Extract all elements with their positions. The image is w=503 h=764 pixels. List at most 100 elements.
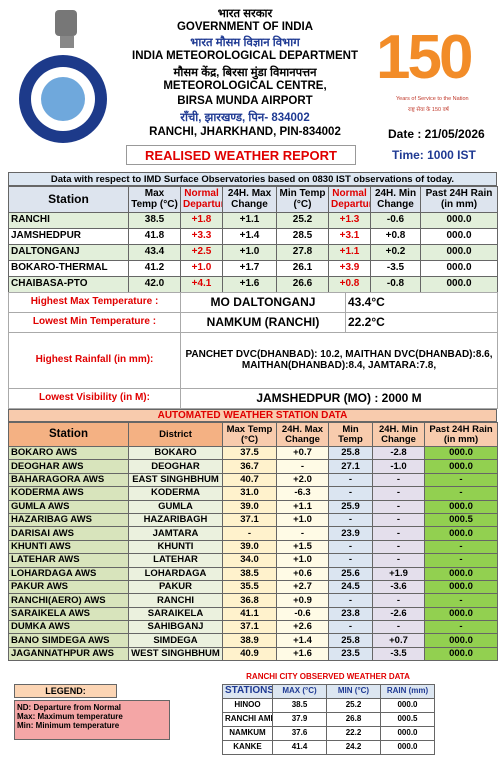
cell: -	[328, 539, 373, 555]
column-header: STATIONS	[222, 684, 273, 699]
cell: +4.1	[180, 276, 223, 293]
cell: +0.8	[328, 276, 371, 293]
summary-value: NAMKUM (RANCHI)	[180, 312, 346, 333]
cell: 000.0	[424, 445, 498, 461]
hindi-address: राँची, झारखण्ड, पिन- 834002	[180, 112, 310, 124]
row: LOHARDAGA AWS LOHARDAGA 38.5 +0.6 25.6 +1.9 00…	[8, 566, 498, 581]
cell: 25.2	[276, 212, 329, 229]
cell: 000.0	[424, 633, 498, 648]
city-table: STATIONS MAX (°C) MIN (°C) RAIN (mm) HINOO 38…	[222, 684, 435, 755]
cell: PAKUR	[128, 579, 223, 595]
gov: GOVERNMENT OF INDIA	[176, 21, 314, 33]
cell: SARAIKELA AWS	[8, 606, 129, 622]
column-header: Min Temp	[328, 422, 373, 447]
cell: 36.8	[222, 593, 277, 608]
city-title: RANCHI CITY OBSERVED WEATHER DATA	[246, 672, 410, 681]
summary-label: Lowest Min Temperature :	[8, 312, 181, 333]
cell: JAMSHEDPUR	[8, 228, 129, 245]
cell: KANKE	[222, 740, 273, 755]
cell: EAST SINGHBHUM	[128, 472, 223, 488]
aws-table: Station District Max Temp (°C) 24H. Max Cha…	[8, 422, 498, 662]
cell: 000.0	[420, 228, 498, 245]
cell: LOHARDAGA	[128, 566, 223, 581]
cell: 000.0	[424, 499, 498, 514]
cell: 000.0	[380, 740, 435, 755]
column-header: 24H. Max Change	[222, 186, 277, 213]
cell: 24.2	[326, 740, 381, 755]
cell: 25.8	[328, 445, 373, 461]
cell: 000.0	[424, 606, 498, 622]
cell: 31.0	[222, 486, 277, 501]
airport: BIRSA MUNDA AIRPORT	[177, 95, 313, 107]
cell: GUMLA	[128, 499, 223, 514]
cell: 000.0	[424, 566, 498, 581]
cell: 000.0	[424, 579, 498, 595]
emblem	[55, 10, 77, 36]
column-header: Station	[8, 186, 129, 213]
cell: 26.6	[276, 276, 329, 293]
cell: +1.6	[276, 646, 329, 662]
logo-hindi-tagline: राष्ट्र सेवा के 150 वर्ष	[408, 107, 449, 113]
cell: DEOGHAR AWS	[8, 459, 129, 474]
column-header: Max Temp (°C)	[128, 186, 181, 213]
row: KHUNTI AWS KHUNTI 39.0 +1.5- - -	[8, 539, 498, 555]
cell: -3.6	[372, 579, 425, 595]
cell: -	[372, 593, 425, 608]
cell: -	[328, 593, 373, 608]
cell: 22.2	[326, 726, 381, 741]
summary-label: Lowest Visibility (in M):	[8, 388, 181, 409]
cell: -	[424, 472, 498, 488]
cell: CHAIBASA-PTO	[8, 276, 129, 293]
cell: LATEHAR	[128, 553, 223, 568]
cell: SIMDEGA	[128, 633, 223, 648]
row: BAHARAGORA AWS EAST SINGHBHUM 40.7 +2.0- - -	[8, 472, 498, 488]
row: JAMSHEDPUR 41.8 +3.3 +1.4 28.5 +3.1 +0.8 000.0	[8, 228, 498, 245]
cell: WEST SINGHBHUM	[128, 646, 223, 662]
cell: +1.1	[276, 499, 329, 514]
cell: -	[372, 553, 425, 568]
column-header: MAX (°C)	[272, 684, 327, 699]
column-header: Max Temp (°C)	[222, 422, 277, 447]
cell: 000.0	[380, 726, 435, 741]
cell: 000.0	[424, 459, 498, 474]
cell: +1.4	[276, 633, 329, 648]
cell: 26.8	[326, 712, 381, 727]
cell: +1.0	[222, 244, 277, 261]
cell: 000.0	[420, 244, 498, 261]
cell: +1.5	[276, 539, 329, 555]
summary-row: Lowest Visibility (in M): JAMSHEDPUR (MO)…	[8, 388, 498, 409]
cell: -	[372, 620, 425, 635]
row: KODERMA AWS KODERMA 31.0 -6.3- - -	[8, 486, 498, 501]
cell: -	[328, 620, 373, 635]
column-header: Station	[8, 422, 129, 447]
cell: HAZARIBAG AWS	[8, 512, 129, 528]
cell: KHUNTI	[128, 539, 223, 555]
cell: 41.2	[128, 260, 181, 277]
time: Time: 1000 IST	[392, 148, 476, 162]
cell: 38.5	[272, 698, 327, 713]
cell: -	[372, 539, 425, 555]
legend-box: ND: Departure from Normal Max: Maximum te…	[14, 700, 170, 740]
header-row: Station District Max Temp (°C) 24H. Max Cha…	[8, 422, 498, 447]
cell: -	[276, 526, 329, 541]
cell: -3.5	[372, 646, 425, 662]
column-header: MIN (°C)	[326, 684, 381, 699]
cell: +2.0	[276, 472, 329, 488]
cell: -	[328, 512, 373, 528]
cell: -	[372, 526, 425, 541]
cell: BANO SIMDEGA AWS	[8, 633, 129, 648]
row: HINOO 38.5 25.2 000.0	[222, 698, 435, 713]
cell: -	[372, 472, 425, 488]
cell: 37.5	[222, 445, 277, 461]
cell: 41.4	[272, 740, 327, 755]
row: JAGANNATHPUR AWS WEST SINGHBHUM 40.9 +1.6 23…	[8, 646, 498, 662]
cell: 26.1	[276, 260, 329, 277]
hindi-centre: मौसम केंद्र, बिरसा मुंडा विमानपत्तन	[173, 67, 317, 79]
cell: +1.8	[180, 212, 223, 229]
cell: +0.6	[276, 566, 329, 581]
row: NAMKUM 37.6 22.2 000.0	[222, 726, 435, 741]
row: PAKUR AWS PAKUR 35.5 +2.7 24.5 -3.6 000.0	[8, 579, 498, 595]
cell: 37.9	[272, 712, 327, 727]
cell: +0.7	[276, 445, 329, 461]
